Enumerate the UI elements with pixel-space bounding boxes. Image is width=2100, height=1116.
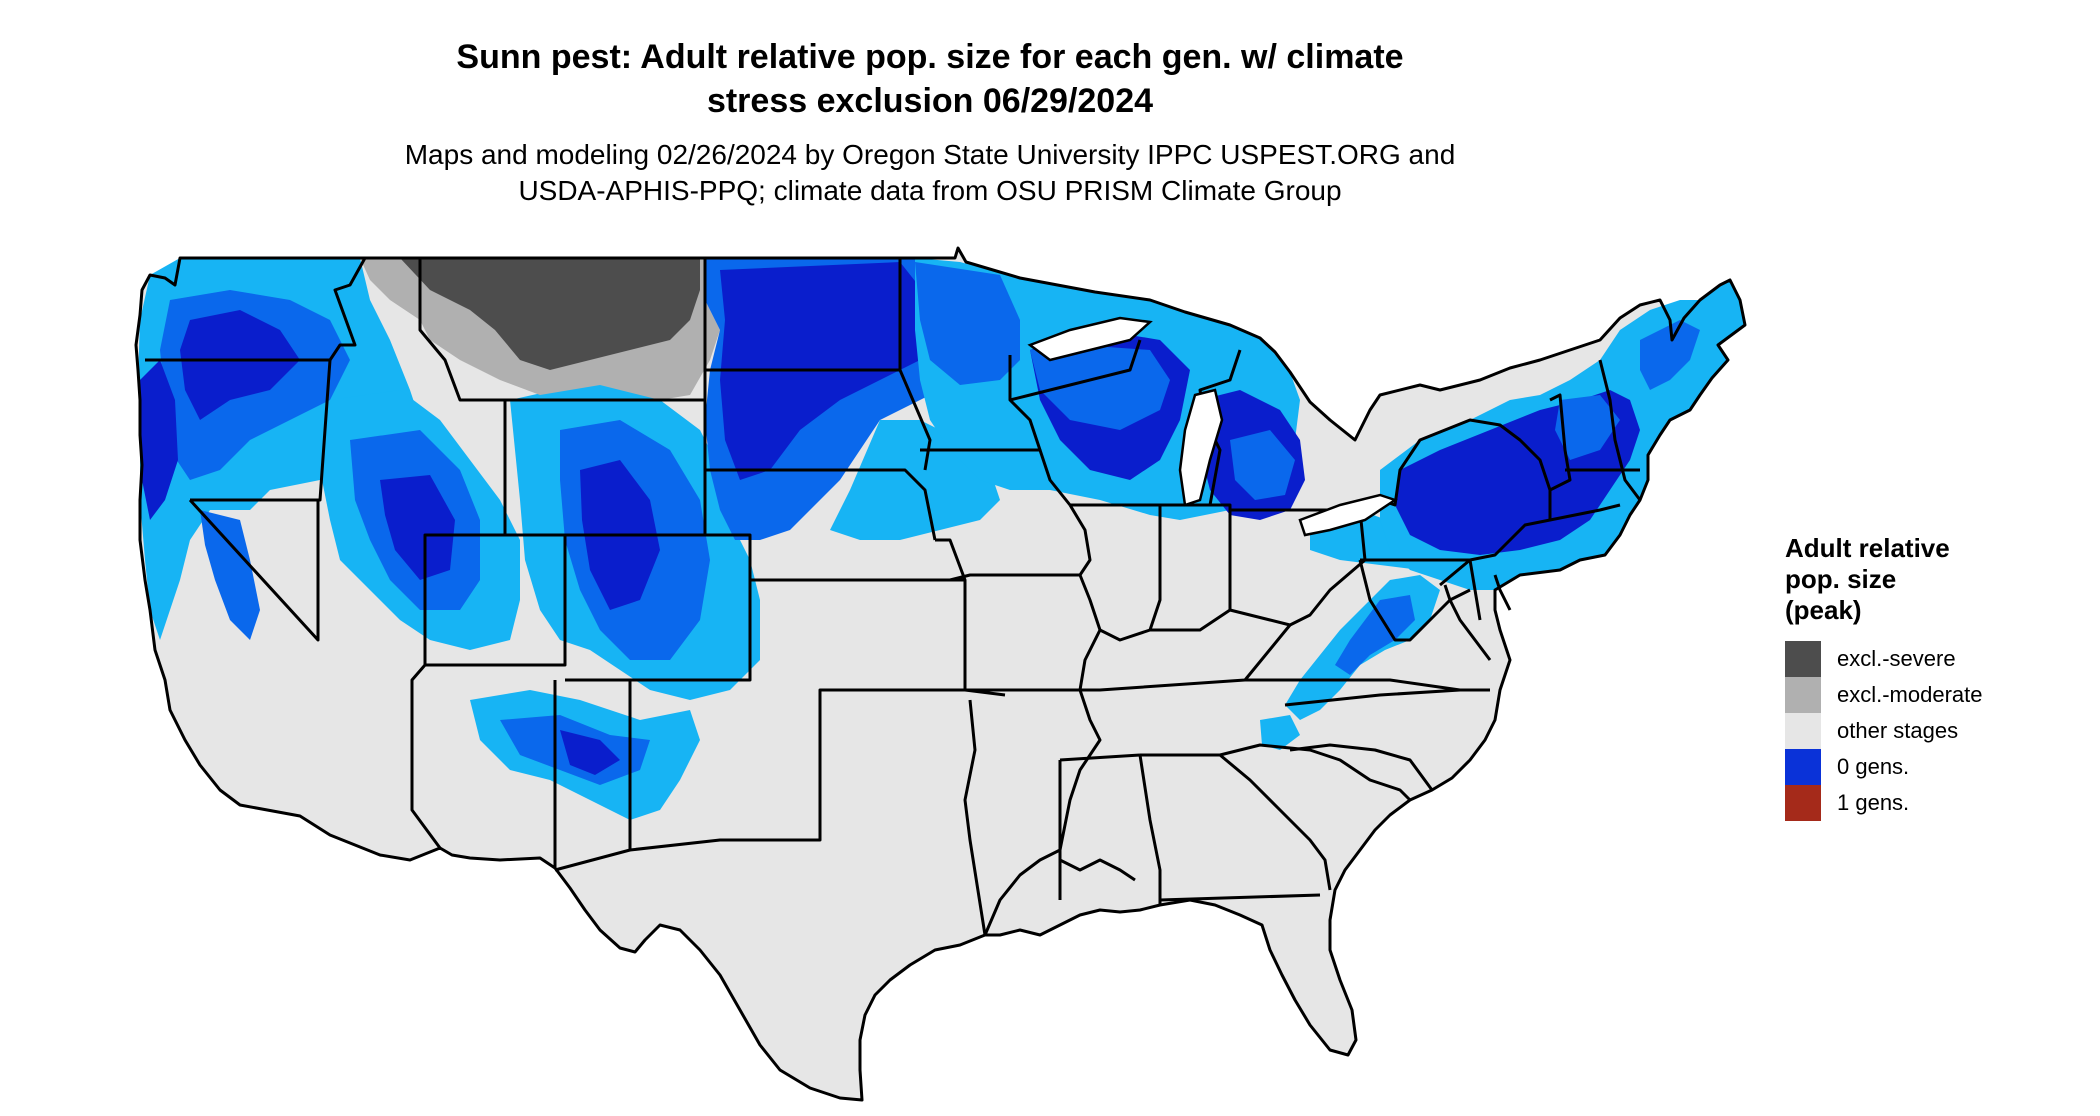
legend-label: other stages xyxy=(1837,718,1959,743)
lake-michigan xyxy=(1178,388,1224,507)
legend-item: excl.-moderate xyxy=(1785,677,1983,713)
map-title-line-1: Sunn pest: Adult relative pop. size for … xyxy=(456,38,1404,76)
legend: Adult relative pop. size (peak) excl.-se… xyxy=(1785,533,2025,821)
legend-label: 0 gens. xyxy=(1837,754,1910,779)
legend-swatch xyxy=(1785,641,1821,677)
coverage-region xyxy=(180,310,300,420)
legend-label: excl.-moderate xyxy=(1837,682,1983,707)
coverage-region xyxy=(1030,345,1170,430)
legend-swatch xyxy=(1785,749,1821,785)
legend-title-line: (peak) xyxy=(1785,595,1862,625)
map-subtitle-line-1: Maps and modeling 02/26/2024 by Oregon S… xyxy=(404,139,1456,170)
legend-swatch xyxy=(1785,677,1821,713)
legend-title-line: Adult relative xyxy=(1785,533,1950,563)
excl-severe-region xyxy=(400,258,700,370)
coverage-region xyxy=(560,730,620,775)
coverage-region xyxy=(915,262,1020,385)
legend-item: 0 gens. xyxy=(1785,749,1909,785)
legend-item: 1 gens. xyxy=(1785,785,1909,821)
coverage-regions xyxy=(138,258,1745,820)
coverage-region xyxy=(380,475,455,580)
lake-erie xyxy=(1298,493,1398,537)
legend-swatch xyxy=(1785,785,1821,821)
coverage-region xyxy=(1335,595,1415,675)
lake-superior xyxy=(1027,316,1153,362)
great-lakes xyxy=(1027,316,1398,537)
coverage-region xyxy=(140,360,178,520)
map-subtitle-line-2: USDA-APHIS-PPQ; climate data from OSU PR… xyxy=(518,175,1342,206)
legend-item: other stages xyxy=(1785,713,1958,749)
coverage-region xyxy=(1260,715,1300,750)
legend-label: 1 gens. xyxy=(1837,790,1910,815)
legend-item: excl.-severe xyxy=(1785,641,1956,677)
legend-title: Adult relative pop. size (peak) xyxy=(1785,533,2025,626)
coverage-region xyxy=(1640,320,1700,390)
coverage-region xyxy=(200,510,260,640)
map-title-line-2: stress exclusion 06/29/2024 xyxy=(706,82,1154,120)
legend-title-line: pop. size xyxy=(1785,564,1897,594)
coverage-region xyxy=(1230,430,1295,500)
legend-label: excl.-severe xyxy=(1837,646,1956,671)
coverage-region xyxy=(1555,395,1620,460)
legend-swatch xyxy=(1785,713,1821,749)
us-outline-border xyxy=(134,246,1747,1102)
